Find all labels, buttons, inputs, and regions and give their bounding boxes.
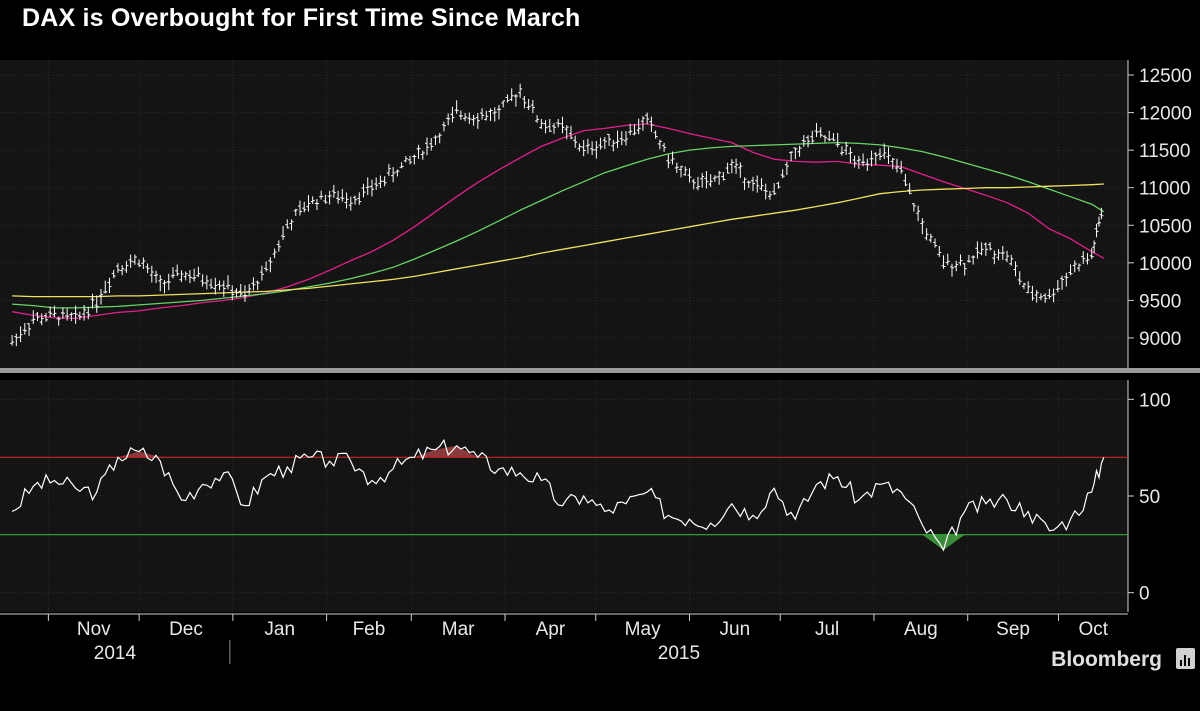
x-tick-label-mar: Mar bbox=[442, 619, 475, 640]
rsi-panel: 100 50 0 bbox=[0, 380, 1171, 612]
price-y-tick-label: 9500 bbox=[1139, 291, 1181, 312]
price-y-tick-label: 11500 bbox=[1139, 141, 1190, 162]
bloomberg-chart-icon bbox=[1176, 648, 1195, 669]
rsi-line bbox=[11, 438, 1105, 552]
rsi-y-tick-label: 100 bbox=[1139, 390, 1171, 411]
chart-canvas: 12500 12000 11500 11000 10500 10000 9500 9000 1… bbox=[0, 60, 1200, 664]
price-y-tick-label: 10500 bbox=[1139, 216, 1192, 237]
year-label-2015: 2015 bbox=[658, 643, 700, 664]
year-label-2014: 2014 bbox=[94, 643, 137, 664]
x-axis: Nov Dec Jan Feb Mar Apr May Jun Jul Aug Sep Oct 2014… bbox=[0, 613, 1128, 664]
price-y-tick-label: 12000 bbox=[1139, 104, 1192, 125]
rsi-y-tick-label: 0 bbox=[1139, 584, 1150, 605]
x-tick-label-apr: Apr bbox=[536, 619, 566, 640]
x-tick-label-jul: Jul bbox=[815, 619, 839, 640]
price-panel: 12500 12000 11500 11000 10500 10000 9500 9000 bbox=[0, 60, 1200, 373]
ma-long-line bbox=[12, 183, 1104, 298]
x-tick-label-jan: Jan bbox=[264, 619, 295, 640]
x-tick-label-feb: Feb bbox=[353, 619, 386, 640]
x-tick-label-aug: Aug bbox=[904, 619, 938, 640]
x-tick-label-dec: Dec bbox=[169, 619, 203, 640]
price-y-tick-label: 12500 bbox=[1139, 66, 1192, 87]
chart-title: DAX is Overbought for First Time Since M… bbox=[22, 4, 581, 32]
ma-mid-line bbox=[12, 141, 1105, 309]
x-tick-label-sep: Sep bbox=[996, 619, 1030, 640]
x-tick-label-oct: Oct bbox=[1078, 619, 1108, 640]
x-tick-label-jun: Jun bbox=[720, 619, 751, 640]
panel-separator bbox=[0, 368, 1200, 373]
price-panel-bg bbox=[0, 60, 1128, 368]
x-tick-label-nov: Nov bbox=[77, 619, 111, 640]
rsi-y-tick-label: 50 bbox=[1139, 487, 1160, 508]
price-y-tick-label: 9000 bbox=[1139, 329, 1181, 350]
bloomberg-logo-text: Bloomberg bbox=[1051, 648, 1162, 671]
x-tick-label-may: May bbox=[625, 619, 661, 640]
ma-short-line bbox=[11, 123, 1105, 320]
price-y-tick-label: 11000 bbox=[1139, 179, 1190, 200]
price-y-tick-label: 10000 bbox=[1139, 254, 1192, 275]
